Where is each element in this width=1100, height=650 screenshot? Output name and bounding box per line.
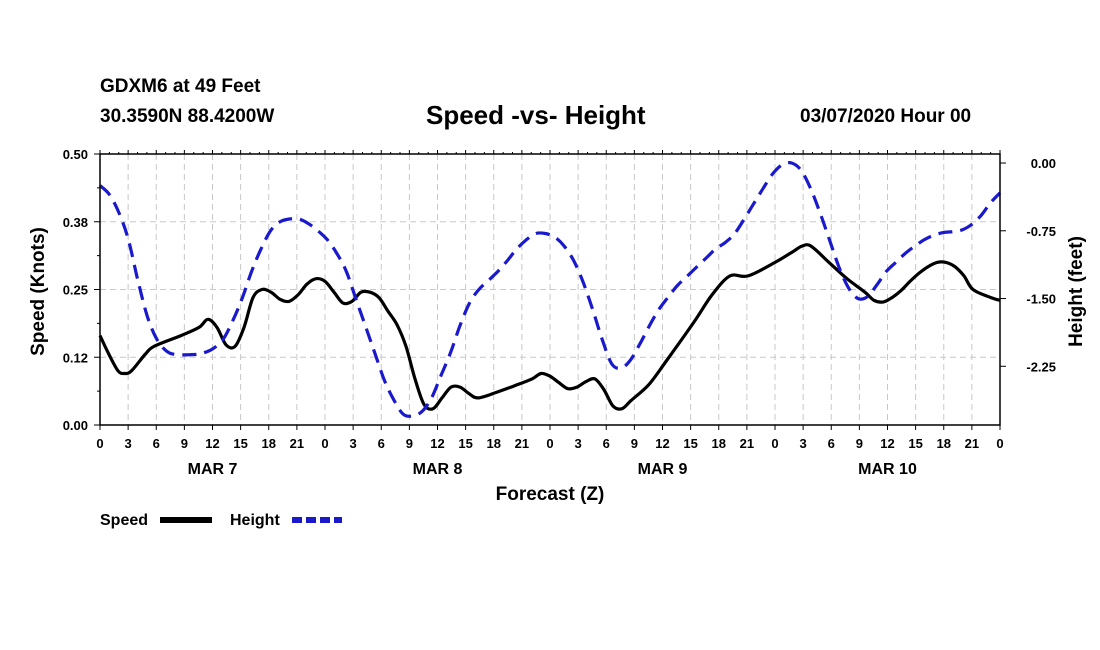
x-tick-label: 0: [996, 436, 1003, 451]
x-tick-label: 0: [546, 436, 553, 451]
x-tick-label: 21: [740, 436, 754, 451]
series-group: [98, 161, 1002, 418]
x-tick-label: 18: [937, 436, 951, 451]
x-tick-label: 12: [430, 436, 444, 451]
axis-labels: 0 3 6 9 12 15 18 21 0 3 6 9 12 15 18 21 0 3 6 9 12 15 18 21 0 3 6 9…: [28, 147, 1087, 505]
x-tick-label: 6: [828, 436, 835, 451]
x-tick-label: 18: [262, 436, 276, 451]
axis-ticks: [94, 150, 1006, 430]
x-tick-label: 9: [631, 436, 638, 451]
grid-lines: [100, 154, 1000, 425]
x-tick-label: 15: [233, 436, 247, 451]
y-right-tick-label: 0.00: [1031, 156, 1056, 171]
y-left-tick-label: 0.12: [63, 350, 88, 365]
x-tick-label: 6: [603, 436, 610, 451]
x-tick-label: 9: [856, 436, 863, 451]
x-tick-label: 21: [515, 436, 529, 451]
x-tick-label: 0: [771, 436, 778, 451]
x-tick-label: 3: [800, 436, 807, 451]
x-tick-label: 9: [181, 436, 188, 451]
x-tick-label: 3: [575, 436, 582, 451]
legend-height-label: Height: [230, 512, 280, 529]
x-tick-label: 12: [205, 436, 219, 451]
y-left-axis-title: Speed (Knots): [28, 227, 49, 356]
legend: Speed Height: [100, 512, 342, 529]
y-left-tick-label: 0.25: [63, 283, 88, 298]
x-tick-label: 0: [321, 436, 328, 451]
x-tick-label: 12: [880, 436, 894, 451]
x-tick-label: 6: [153, 436, 160, 451]
y-right-tick-label: -0.75: [1026, 224, 1056, 239]
series-line-height: [98, 161, 1002, 418]
chart-title: Speed -vs- Height: [426, 100, 646, 130]
x-tick-label: 12: [655, 436, 669, 451]
legend-speed-label: Speed: [100, 512, 148, 529]
station-coordinates: 30.3590N 88.4200W: [100, 106, 275, 127]
day-label: MAR 10: [858, 461, 917, 478]
day-label: MAR 8: [413, 461, 463, 478]
x-tick-label: 0: [96, 436, 103, 451]
x-tick-label: 21: [290, 436, 304, 451]
x-axis-title: Forecast (Z): [496, 484, 605, 505]
y-left-tick-label: 0.00: [63, 418, 88, 433]
x-tick-label: 3: [125, 436, 132, 451]
x-tick-label: 18: [487, 436, 501, 451]
x-tick-label: 6: [378, 436, 385, 451]
x-tick-label: 3: [350, 436, 357, 451]
model-run-time: 03/07/2020 Hour 00: [800, 106, 972, 127]
station-title: GDXM6 at 49 Feet: [100, 76, 261, 97]
x-tick-label: 21: [965, 436, 979, 451]
x-tick-label: 15: [683, 436, 697, 451]
y-right-tick-label: -1.50: [1026, 292, 1056, 307]
y-left-tick-label: 0.38: [63, 215, 88, 230]
day-label: MAR 9: [638, 461, 688, 478]
x-tick-label: 18: [712, 436, 726, 451]
y-right-tick-label: -2.25: [1026, 359, 1056, 374]
x-tick-label: 15: [458, 436, 472, 451]
day-label: MAR 7: [188, 461, 238, 478]
y-right-axis-title: Height (feet): [1066, 236, 1087, 347]
x-tick-label: 15: [908, 436, 922, 451]
series-line-speed: [98, 243, 1001, 411]
x-tick-label: 9: [406, 436, 413, 451]
y-left-tick-label: 0.50: [63, 147, 88, 162]
